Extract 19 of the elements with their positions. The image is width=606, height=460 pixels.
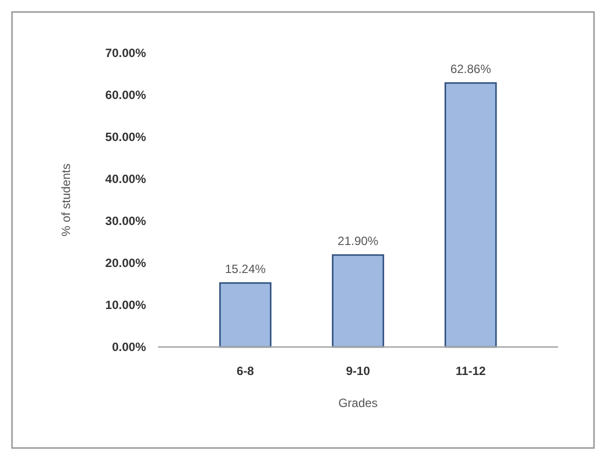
x-tick-label: 6-8 (236, 364, 254, 378)
bar (444, 82, 497, 348)
y-tick-label: 20.00% (105, 256, 146, 270)
x-tick-label: 11-12 (456, 364, 486, 378)
bar (219, 282, 272, 348)
data-label: 15.24% (224, 262, 266, 276)
bar (332, 254, 384, 348)
y-tick-label: 50.00% (105, 130, 146, 144)
data-label: 21.90% (338, 234, 379, 248)
y-tick-label: 70.00% (105, 46, 146, 60)
x-axis-title: Grades (338, 396, 378, 410)
y-axis-title: % of students (59, 164, 73, 236)
y-tick-label: 60.00% (105, 88, 146, 102)
data-label: 62.86% (450, 62, 492, 76)
y-tick-label: 0.00% (112, 340, 146, 354)
y-tick-label: 40.00% (105, 172, 146, 186)
y-tick-label: 30.00% (105, 214, 146, 228)
x-tick-label: 9-10 (346, 364, 370, 378)
y-tick-label: 10.00% (105, 298, 146, 312)
